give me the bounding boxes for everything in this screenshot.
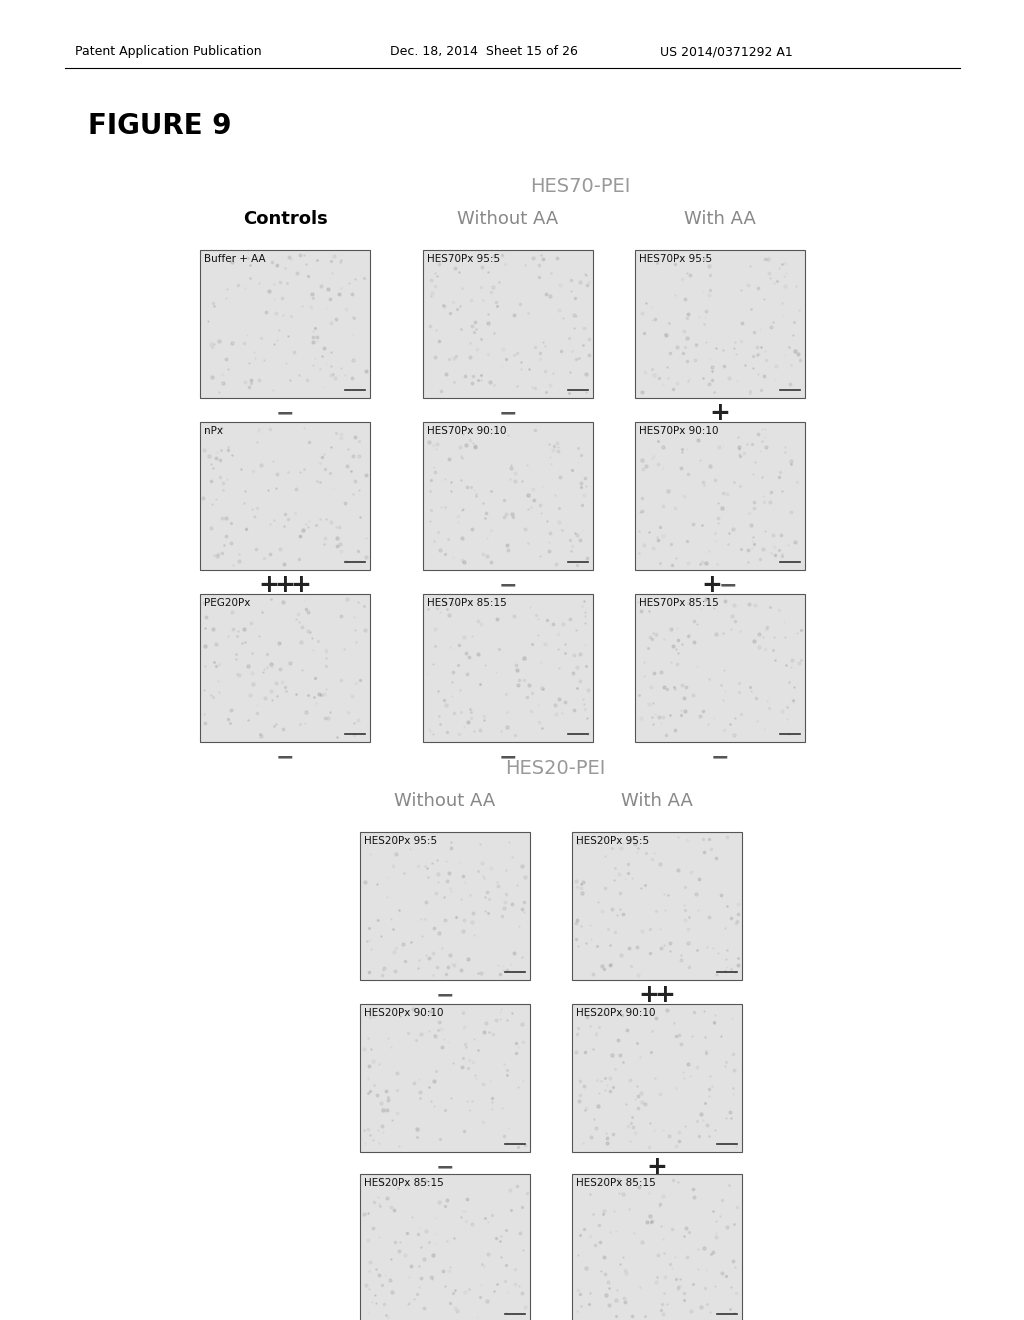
Text: HES70Px 90:10: HES70Px 90:10 [427,426,507,436]
Text: PEG20Px: PEG20Px [204,598,251,609]
Text: HES70Px 95:5: HES70Px 95:5 [427,253,500,264]
Text: Controls: Controls [243,210,328,228]
Text: −: − [435,985,455,1005]
Text: HES70Px 85:15: HES70Px 85:15 [427,598,507,609]
Bar [360,832,530,979]
Bar [635,422,805,570]
Text: −: − [435,1158,455,1177]
Text: HES70Px 95:5: HES70Px 95:5 [639,253,712,264]
Text: HES70-PEI: HES70-PEI [529,177,630,195]
Bar [200,594,370,742]
Bar [423,249,593,399]
Bar [572,1173,742,1320]
Bar [572,832,742,979]
Text: HES20Px 90:10: HES20Px 90:10 [575,1008,655,1018]
Text: +: + [274,573,296,597]
Text: Without AA: Without AA [458,210,559,228]
Text: HES20Px 85:15: HES20Px 85:15 [575,1177,655,1188]
Text: With AA: With AA [684,210,756,228]
Text: −: − [499,747,517,767]
Bar [360,1173,530,1320]
Text: HES20Px 85:15: HES20Px 85:15 [364,1177,443,1188]
Text: +: + [639,983,659,1007]
Text: With AA: With AA [622,792,693,810]
Text: nPx: nPx [204,426,223,436]
Text: −: − [499,576,517,595]
Text: HES20-PEI: HES20-PEI [505,759,605,777]
Bar [572,1005,742,1152]
Text: +: + [259,573,280,597]
Text: +: + [701,573,723,597]
Text: +: + [710,401,730,425]
Text: HES20Px 95:5: HES20Px 95:5 [364,836,437,846]
Text: HES70Px 85:15: HES70Px 85:15 [639,598,719,609]
Text: HES20Px 90:10: HES20Px 90:10 [364,1008,443,1018]
Text: +: + [646,1155,668,1179]
Text: −: − [275,747,294,767]
Text: HES20Px 95:5: HES20Px 95:5 [575,836,649,846]
Bar [200,422,370,570]
Bar [635,249,805,399]
Text: −: − [275,403,294,422]
Text: HES70Px 90:10: HES70Px 90:10 [639,426,719,436]
Bar [360,1005,530,1152]
Text: −: − [711,747,729,767]
Text: Dec. 18, 2014  Sheet 15 of 26: Dec. 18, 2014 Sheet 15 of 26 [390,45,578,58]
Bar [635,594,805,742]
Text: US 2014/0371292 A1: US 2014/0371292 A1 [660,45,793,58]
Bar [423,594,593,742]
Text: Patent Application Publication: Patent Application Publication [75,45,261,58]
Text: −: − [499,403,517,422]
Bar [423,422,593,570]
Text: Without AA: Without AA [394,792,496,810]
Text: −: − [719,576,737,595]
Text: +: + [654,983,676,1007]
Bar [200,249,370,399]
Text: FIGURE 9: FIGURE 9 [88,112,231,140]
Text: +: + [291,573,311,597]
Text: Buffer + AA: Buffer + AA [204,253,265,264]
